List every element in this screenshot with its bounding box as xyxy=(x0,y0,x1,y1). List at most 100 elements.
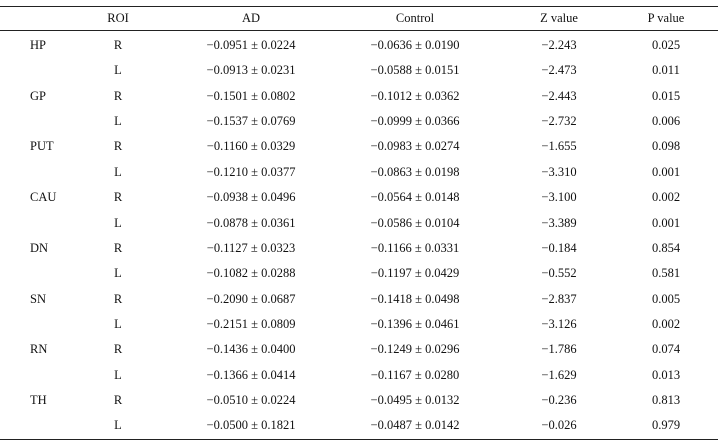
cell-z-value: −2.732 xyxy=(541,114,577,129)
table-row: L −0.0878 ± 0.0361 −0.0586 ± 0.0104 −3.389 0… xyxy=(0,211,718,235)
cell-control: −0.1418 ± 0.0498 xyxy=(370,291,460,306)
cell-p-value: 0.025 xyxy=(651,38,681,52)
cell-control: −0.0586 ± 0.0104 xyxy=(370,215,460,230)
cell-roi: L xyxy=(114,114,122,129)
table-row: GP R −0.1501 ± 0.0802 −0.1012 ± 0.0362 −2.44… xyxy=(0,84,718,108)
header-ad: AD xyxy=(241,11,261,25)
cell-control: −0.0636 ± 0.0190 xyxy=(370,38,460,52)
cell-control: −0.1249 ± 0.0296 xyxy=(370,342,460,357)
table-row: L −0.2151 ± 0.0809 −0.1396 ± 0.0461 −3.126 0… xyxy=(0,312,718,336)
cell-control: −0.1166 ± 0.0331 xyxy=(370,240,460,255)
header-rule xyxy=(0,30,718,31)
cell-ad: −0.1210 ± 0.0377 xyxy=(206,164,296,179)
table-row: RN R −0.1436 ± 0.0400 −0.1249 ± 0.0296 −1.78… xyxy=(0,337,718,361)
table-row: CAU R −0.0938 ± 0.0496 −0.0564 ± 0.0148 −3.1… xyxy=(0,185,718,209)
cell-z-value: −1.629 xyxy=(541,367,577,382)
cell-z-value: −0.236 xyxy=(541,392,577,407)
header-p-value: P value xyxy=(647,11,685,25)
table-row: PUT R −0.1160 ± 0.0329 −0.0983 ± 0.0274 −1.6… xyxy=(0,134,718,158)
cell-p-value: 0.015 xyxy=(651,88,681,103)
cell-p-value: 0.006 xyxy=(651,114,681,129)
cell-ad: −0.0878 ± 0.0361 xyxy=(206,215,296,230)
cell-p-value: 0.854 xyxy=(651,240,681,255)
cell-control: −0.1012 ± 0.0362 xyxy=(370,88,460,103)
cell-z-value: −3.100 xyxy=(541,190,577,205)
cell-region: TH xyxy=(30,392,47,407)
cell-roi: L xyxy=(114,316,122,331)
table-row: L −0.0913 ± 0.0231 −0.0588 ± 0.0151 −2.473 0… xyxy=(0,58,718,82)
cell-ad: −0.0938 ± 0.0496 xyxy=(206,190,296,205)
cell-roi: L xyxy=(114,164,122,179)
cell-p-value: 0.011 xyxy=(652,63,680,78)
cell-z-value: −2.837 xyxy=(541,291,577,306)
cell-z-value: −3.310 xyxy=(541,164,577,179)
cell-ad: −0.1366 ± 0.0414 xyxy=(206,367,296,382)
cell-p-value: 0.001 xyxy=(651,164,681,179)
cell-roi: R xyxy=(113,38,123,52)
cell-ad: −0.1082 ± 0.0288 xyxy=(206,266,296,281)
cell-region: PUT xyxy=(30,139,54,154)
cell-p-value: 0.005 xyxy=(651,291,681,306)
cell-roi: R xyxy=(113,88,123,103)
cell-z-value: −3.126 xyxy=(541,316,577,331)
cell-p-value: 0.013 xyxy=(651,367,681,382)
cell-p-value: 0.979 xyxy=(651,418,681,433)
cell-ad: −0.0510 ± 0.0224 xyxy=(206,392,296,407)
cell-ad: −0.1436 ± 0.0400 xyxy=(206,342,296,357)
cell-control: −0.0487 ± 0.0142 xyxy=(370,418,460,433)
table-row: SN R −0.2090 ± 0.0687 −0.1418 ± 0.0498 −2.83… xyxy=(0,287,718,311)
cell-roi: L xyxy=(114,367,122,382)
header-roi: ROI xyxy=(107,11,129,25)
cell-control: −0.0588 ± 0.0151 xyxy=(370,63,460,78)
table-row: L −0.1082 ± 0.0288 −0.1197 ± 0.0429 −0.552 0… xyxy=(0,261,718,285)
cell-z-value: −0.184 xyxy=(541,240,577,255)
cell-roi: R xyxy=(113,291,123,306)
cell-z-value: −0.026 xyxy=(541,418,577,433)
cell-roi: L xyxy=(114,215,122,230)
cell-ad: −0.2151 ± 0.0809 xyxy=(206,316,296,331)
header-control: Control xyxy=(395,11,435,25)
table-row: L −0.1210 ± 0.0377 −0.0863 ± 0.0198 −3.310 0… xyxy=(0,160,718,184)
cell-region: HP xyxy=(30,38,46,52)
header-row: ROI AD Control Z value P value xyxy=(0,6,718,30)
cell-roi: R xyxy=(113,342,123,357)
cell-control: −0.0863 ± 0.0198 xyxy=(370,164,460,179)
cell-roi: R xyxy=(113,139,123,154)
cell-ad: −0.2090 ± 0.0687 xyxy=(206,291,296,306)
top-rule xyxy=(0,6,718,7)
cell-region: GP xyxy=(30,88,46,103)
cell-roi: R xyxy=(113,392,123,407)
cell-ad: −0.1127 ± 0.0323 xyxy=(206,240,296,255)
cell-p-value: 0.002 xyxy=(651,190,681,205)
cell-p-value: 0.813 xyxy=(651,392,681,407)
cell-p-value: 0.581 xyxy=(651,266,681,281)
table-row: L −0.1537 ± 0.0769 −0.0999 ± 0.0366 −2.732 0… xyxy=(0,109,718,133)
cell-z-value: −0.552 xyxy=(541,266,577,281)
cell-control: −0.0999 ± 0.0366 xyxy=(370,114,460,129)
cell-control: −0.1167 ± 0.0280 xyxy=(370,367,460,382)
cell-ad: −0.0951 ± 0.0224 xyxy=(206,38,296,52)
cell-p-value: 0.074 xyxy=(651,342,681,357)
cell-ad: −0.0913 ± 0.0231 xyxy=(206,63,296,78)
table-row: L −0.0500 ± 0.1821 −0.0487 ± 0.0142 −0.026 0… xyxy=(0,413,718,437)
cell-z-value: −1.655 xyxy=(541,139,577,154)
cell-roi: R xyxy=(113,240,123,255)
cell-p-value: 0.001 xyxy=(651,215,681,230)
cell-region: DN xyxy=(30,240,49,255)
table-row: L −0.1366 ± 0.0414 −0.1167 ± 0.0280 −1.629 0… xyxy=(0,363,718,387)
cell-z-value: −1.786 xyxy=(541,342,577,357)
cell-z-value: −3.389 xyxy=(541,215,577,230)
cell-ad: −0.1160 ± 0.0329 xyxy=(206,139,296,154)
cell-z-value: −2.473 xyxy=(541,63,577,78)
cell-z-value: −2.243 xyxy=(541,38,577,52)
table-row: TH R −0.0510 ± 0.0224 −0.0495 ± 0.0132 −0.23… xyxy=(0,388,718,412)
cell-roi: L xyxy=(114,418,122,433)
cell-p-value: 0.098 xyxy=(651,139,681,154)
cell-ad: −0.1537 ± 0.0769 xyxy=(206,114,296,129)
cell-control: −0.0495 ± 0.0132 xyxy=(370,392,460,407)
cell-z-value: −2.443 xyxy=(541,88,577,103)
cell-ad: −0.1501 ± 0.0802 xyxy=(206,88,296,103)
table-row: HP R −0.0951 ± 0.0224 −0.0636 ± 0.0190 −2.24… xyxy=(0,33,718,57)
cell-control: −0.1396 ± 0.0461 xyxy=(370,316,460,331)
